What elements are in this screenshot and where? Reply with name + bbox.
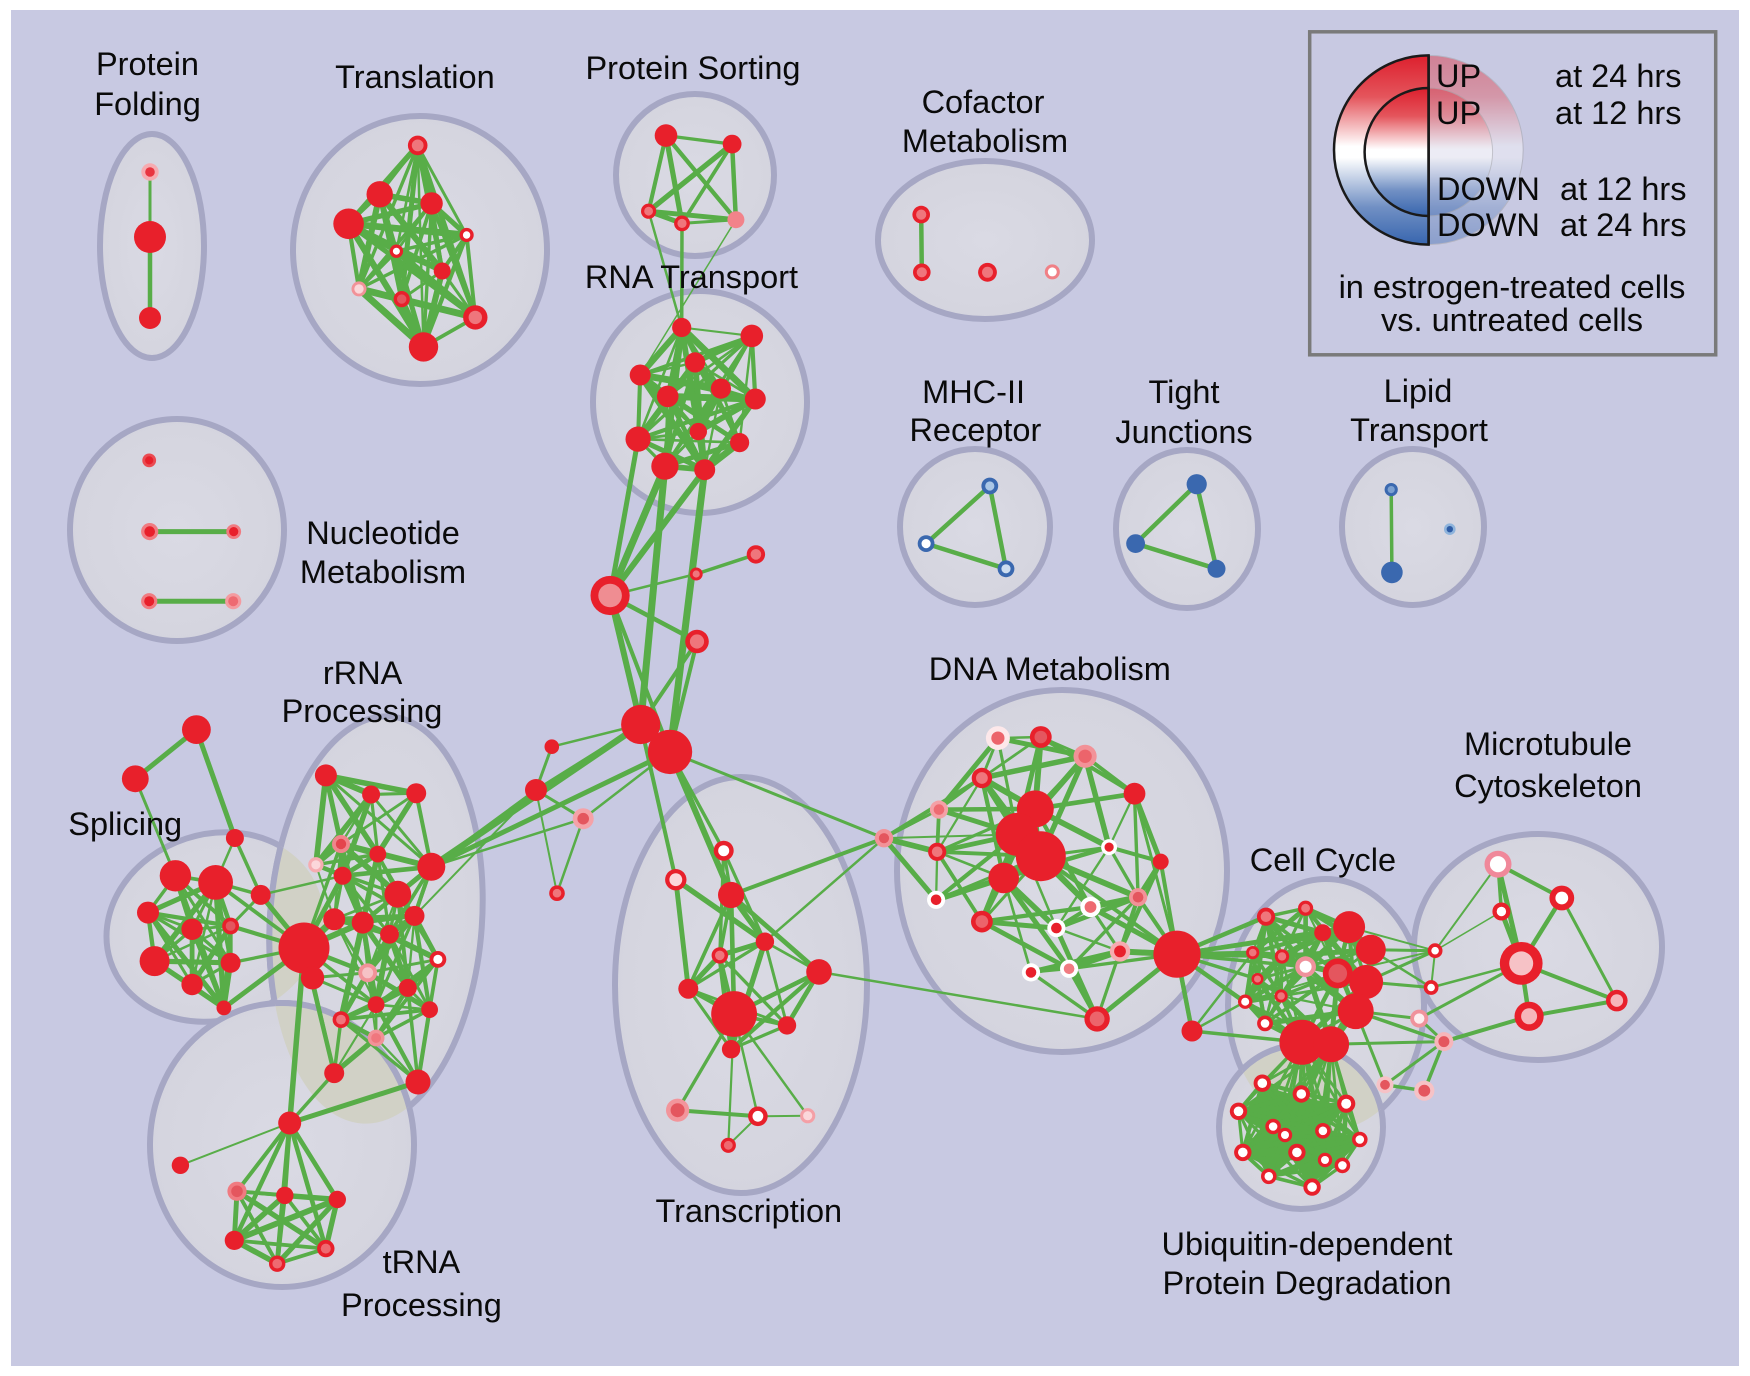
svg-text:tRNA: tRNA <box>383 1244 461 1280</box>
svg-text:Metabolism: Metabolism <box>300 554 466 590</box>
svg-text:UP: UP <box>1436 58 1481 94</box>
svg-text:vs. untreated cells: vs. untreated cells <box>1381 302 1643 338</box>
svg-text:Cell Cycle: Cell Cycle <box>1250 842 1396 878</box>
svg-text:Processing: Processing <box>282 693 443 729</box>
svg-text:Translation: Translation <box>335 59 495 95</box>
svg-text:in estrogen-treated cells: in estrogen-treated cells <box>1339 269 1686 305</box>
svg-text:DNA Metabolism: DNA Metabolism <box>929 651 1171 687</box>
svg-text:Folding: Folding <box>94 86 201 122</box>
svg-text:Cofactor: Cofactor <box>922 84 1045 120</box>
svg-text:Transcription: Transcription <box>655 1193 842 1229</box>
svg-text:Protein Sorting: Protein Sorting <box>586 50 801 86</box>
svg-text:Tight: Tight <box>1148 374 1219 410</box>
svg-text:at 24 hrs: at 24 hrs <box>1555 58 1681 94</box>
svg-text:Splicing: Splicing <box>68 806 182 842</box>
svg-text:Protein Degradation: Protein Degradation <box>1162 1265 1451 1301</box>
svg-text:Microtubule: Microtubule <box>1464 726 1632 762</box>
svg-text:Transport: Transport <box>1350 412 1488 448</box>
svg-text:Metabolism: Metabolism <box>902 123 1068 159</box>
svg-text:Cytoskeleton: Cytoskeleton <box>1454 768 1642 804</box>
svg-text:Ubiquitin-dependent: Ubiquitin-dependent <box>1162 1226 1453 1262</box>
svg-text:UP: UP <box>1436 95 1481 131</box>
svg-text:at 12 hrs: at 12 hrs <box>1555 95 1681 131</box>
svg-text:DOWN: DOWN <box>1437 171 1540 207</box>
svg-text:Receptor: Receptor <box>909 412 1041 448</box>
svg-text:MHC-II: MHC-II <box>922 374 1025 410</box>
svg-text:Lipid: Lipid <box>1384 373 1453 409</box>
svg-text:Nucleotide: Nucleotide <box>306 515 460 551</box>
svg-text:Protein: Protein <box>96 46 199 82</box>
svg-text:at 12 hrs: at 12 hrs <box>1560 171 1686 207</box>
svg-text:at 24 hrs: at 24 hrs <box>1560 207 1686 243</box>
svg-text:RNA Transport: RNA Transport <box>585 259 798 295</box>
svg-text:Processing: Processing <box>341 1287 502 1323</box>
svg-text:rRNA: rRNA <box>323 655 403 691</box>
svg-text:DOWN: DOWN <box>1437 207 1540 243</box>
svg-text:Junctions: Junctions <box>1115 414 1252 450</box>
